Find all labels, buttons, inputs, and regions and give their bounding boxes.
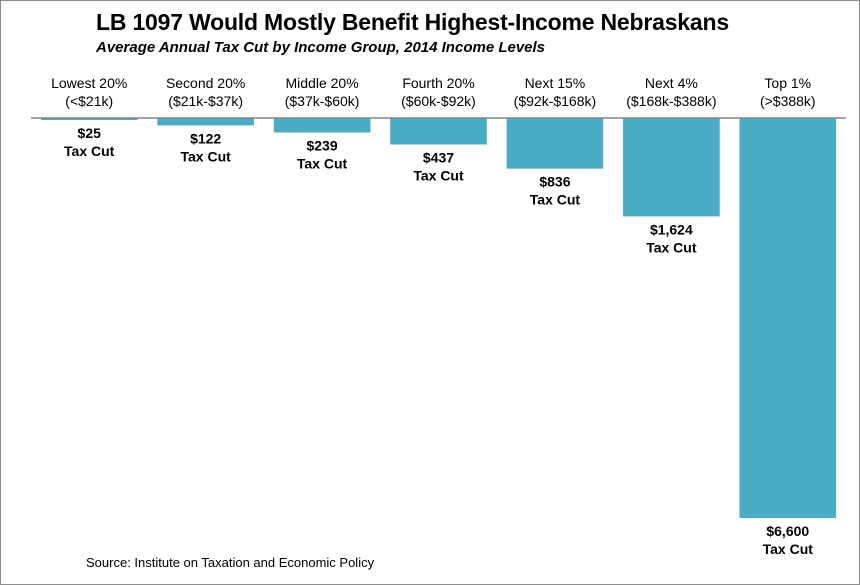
data-label-value: $25 xyxy=(78,125,102,141)
category-range-label: ($37k-$60k) xyxy=(285,93,360,109)
bar xyxy=(40,118,138,120)
data-label-value: $239 xyxy=(306,137,337,153)
category-range-label: (>$388k) xyxy=(760,93,816,109)
chart-title: LB 1097 Would Mostly Benefit Highest-Inc… xyxy=(96,9,729,35)
data-label-suffix: Tax Cut xyxy=(413,167,464,183)
category-range-label: ($92k-$168k) xyxy=(514,93,597,109)
data-label-value: $836 xyxy=(539,174,570,190)
source-note: Source: Institute on Taxation and Econom… xyxy=(86,555,375,570)
data-label-value: $1,624 xyxy=(650,221,693,237)
data-label-suffix: Tax Cut xyxy=(297,155,348,171)
category-label: Next 15% xyxy=(525,75,586,91)
category-range-label: (<$21k) xyxy=(65,93,113,109)
category-label: Fourth 20% xyxy=(402,75,474,91)
category-range-label: ($168k-$388k) xyxy=(626,93,716,109)
data-label-suffix: Tax Cut xyxy=(763,541,814,557)
data-label-value: $437 xyxy=(423,149,454,165)
bar xyxy=(739,118,837,518)
bar xyxy=(273,118,371,133)
data-label-suffix: Tax Cut xyxy=(646,239,697,255)
category-range-label: ($21k-$37k) xyxy=(168,93,243,109)
category-label: Lowest 20% xyxy=(51,75,127,91)
chart-subtitle: Average Annual Tax Cut by Income Group, … xyxy=(96,39,546,56)
category-label: Second 20% xyxy=(166,75,245,91)
data-label-value: $122 xyxy=(190,130,221,146)
category-range-label: ($60k-$92k) xyxy=(401,93,476,109)
data-label-suffix: Tax Cut xyxy=(64,143,115,159)
data-label-suffix: Tax Cut xyxy=(180,148,231,164)
bar xyxy=(623,118,720,217)
category-label: Middle 20% xyxy=(285,75,358,91)
bar xyxy=(506,118,604,169)
category-label: Next 4% xyxy=(645,75,698,91)
category-label: Top 1% xyxy=(764,75,811,91)
bar xyxy=(390,118,487,145)
data-label-value: $6,600 xyxy=(766,523,809,539)
bar xyxy=(157,118,254,126)
data-label-suffix: Tax Cut xyxy=(530,192,581,208)
